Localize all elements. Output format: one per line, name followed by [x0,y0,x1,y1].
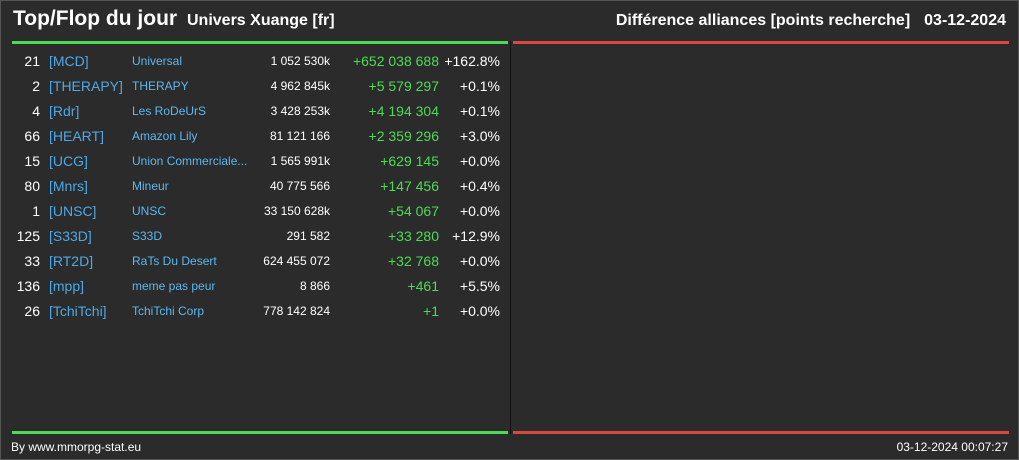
difference-cell: +147 456 [380,178,439,194]
alliance-tag-link[interactable]: [Mnrs] [49,178,88,194]
rank-cell: 21 [24,53,40,69]
alliance-tag-link[interactable]: [Rdr] [49,103,80,119]
flop-section-bottom-bar [513,431,1009,434]
alliance-tag-link[interactable]: [THERAPY] [49,78,123,94]
points-cell: 778 142 824 [263,304,330,318]
percent-cell: +0.0% [459,203,500,219]
list-item: 4 [Rdr] Les RoDeUrS 3 428 253k +4 194 304 +0.… [12,99,508,124]
list-item: 15 [UCG] Union Commerciale... 1 565 991k +62… [12,149,508,174]
alliance-tag-link[interactable]: [HEART] [49,128,104,144]
flop-section-bar [513,41,1009,44]
difference-cell: +652 038 688 [352,53,439,69]
alliance-tag-link[interactable]: [RT2D] [49,253,94,269]
header-date: 03-12-2024 [924,12,1006,29]
points-cell: 40 775 566 [269,179,330,193]
points-cell: 81 121 166 [269,129,330,143]
difference-cell: +2 359 296 [368,128,439,144]
percent-cell: +5.5% [459,278,500,294]
percent-cell: +0.4% [459,178,500,194]
difference-cell: +461 [407,278,439,294]
list-item: 66 [HEART] Amazon Lily 81 121 166 +2 359 296… [12,124,508,149]
difference-cell: +5 579 297 [368,78,439,94]
points-cell: 624 455 072 [263,254,330,268]
alliance-tag-link[interactable]: [UCG] [49,153,88,169]
rank-cell: 136 [16,278,40,294]
list-item: 80 [Mnrs] Mineur 40 775 566 +147 456 +0.4% [12,174,508,199]
alliance-tag-link[interactable]: [S33D] [49,228,92,244]
alliance-name-link[interactable]: Amazon Lily [132,129,198,143]
ranking-header: Différence alliances [points recherche] 0… [616,12,1006,30]
points-cell: 291 582 [286,229,330,243]
alliance-name-link[interactable]: THERAPY [132,79,189,93]
list-item: 1 [UNSC] UNSC 33 150 628k +54 067 +0.0% [12,199,508,224]
list-item: 125 [S33D] S33D 291 582 +33 280 +12.9% [12,224,508,249]
rank-cell: 26 [24,303,40,319]
difference-cell: +4 194 304 [368,103,439,119]
alliance-tag-link[interactable]: [MCD] [49,53,89,69]
rank-cell: 4 [32,103,40,119]
alliance-name-link[interactable]: Union Commerciale... [132,154,248,168]
rank-cell: 80 [24,178,40,194]
difference-cell: +54 067 [388,203,439,219]
alliance-tag-link[interactable]: [UNSC] [49,203,97,219]
alliance-tag-link[interactable]: [mpp] [49,278,85,294]
percent-cell: +3.0% [459,128,500,144]
points-cell: 1 052 530k [270,54,330,68]
alliance-name-link[interactable]: Les RoDeUrS [132,104,207,118]
universe-label: Univers Xuange [fr] [187,12,335,29]
ranking-type-label: Différence alliances [points recherche] [615,12,911,29]
points-cell: 1 565 991k [270,154,330,168]
alliance-name-link[interactable]: RaTs Du Desert [132,254,217,268]
top-section-bar [12,41,508,44]
difference-cell: +1 [423,303,439,319]
points-cell: 3 428 253k [270,104,330,118]
page-title: Top/Flop du jour [13,7,178,30]
percent-cell: +162.8% [444,53,500,69]
points-cell: 33 150 628k [263,204,330,218]
rank-cell: 2 [32,78,40,94]
rank-cell: 66 [24,128,40,144]
percent-cell: +0.0% [459,303,500,319]
points-cell: 4 962 845k [270,79,330,93]
percent-cell: +0.0% [459,153,500,169]
alliance-name-link[interactable]: Mineur [132,179,169,193]
list-item: 136 [mpp] meme pas peur 8 866 +461 +5.5% [12,274,508,299]
alliance-name-link[interactable]: S33D [132,229,163,243]
percent-cell: +0.1% [459,78,500,94]
difference-cell: +33 280 [388,228,439,244]
generated-timestamp: 03-12-2024 00:07:27 [896,440,1008,454]
alliance-name-link[interactable]: UNSC [132,204,167,218]
difference-cell: +629 145 [380,153,439,169]
alliance-tag-link[interactable]: [TchiTchi] [49,303,107,319]
list-item: 33 [RT2D] RaTs Du Desert 624 455 072 +32 768… [12,249,508,274]
rank-cell: 125 [16,228,40,244]
difference-cell: +32 768 [388,253,439,269]
site-credit: By www.mmorpg-stat.eu [11,440,142,454]
percent-cell: +12.9% [452,228,500,244]
list-item: 26 [TchiTchi] TchiTchi Corp 778 142 824 +1 +0… [12,299,508,324]
top-section-bottom-bar [12,431,508,434]
list-item: 2 [THERAPY] THERAPY 4 962 845k +5 579 297 +0.… [12,74,508,99]
alliance-name-link[interactable]: meme pas peur [132,279,216,293]
rank-cell: 15 [24,153,40,169]
top-ranking-list: 21 [MCD] Universal 1 052 530k +652 038 688 +1… [12,49,508,324]
column-divider [510,41,511,434]
list-item: 21 [MCD] Universal 1 052 530k +652 038 688 +1… [12,49,508,74]
alliance-name-link[interactable]: TchiTchi Corp [132,304,205,318]
alliance-name-link[interactable]: Universal [132,54,183,68]
rank-cell: 33 [24,253,40,269]
percent-cell: +0.1% [459,103,500,119]
percent-cell: +0.0% [459,253,500,269]
rank-cell: 1 [32,203,40,219]
points-cell: 8 866 [299,279,330,293]
